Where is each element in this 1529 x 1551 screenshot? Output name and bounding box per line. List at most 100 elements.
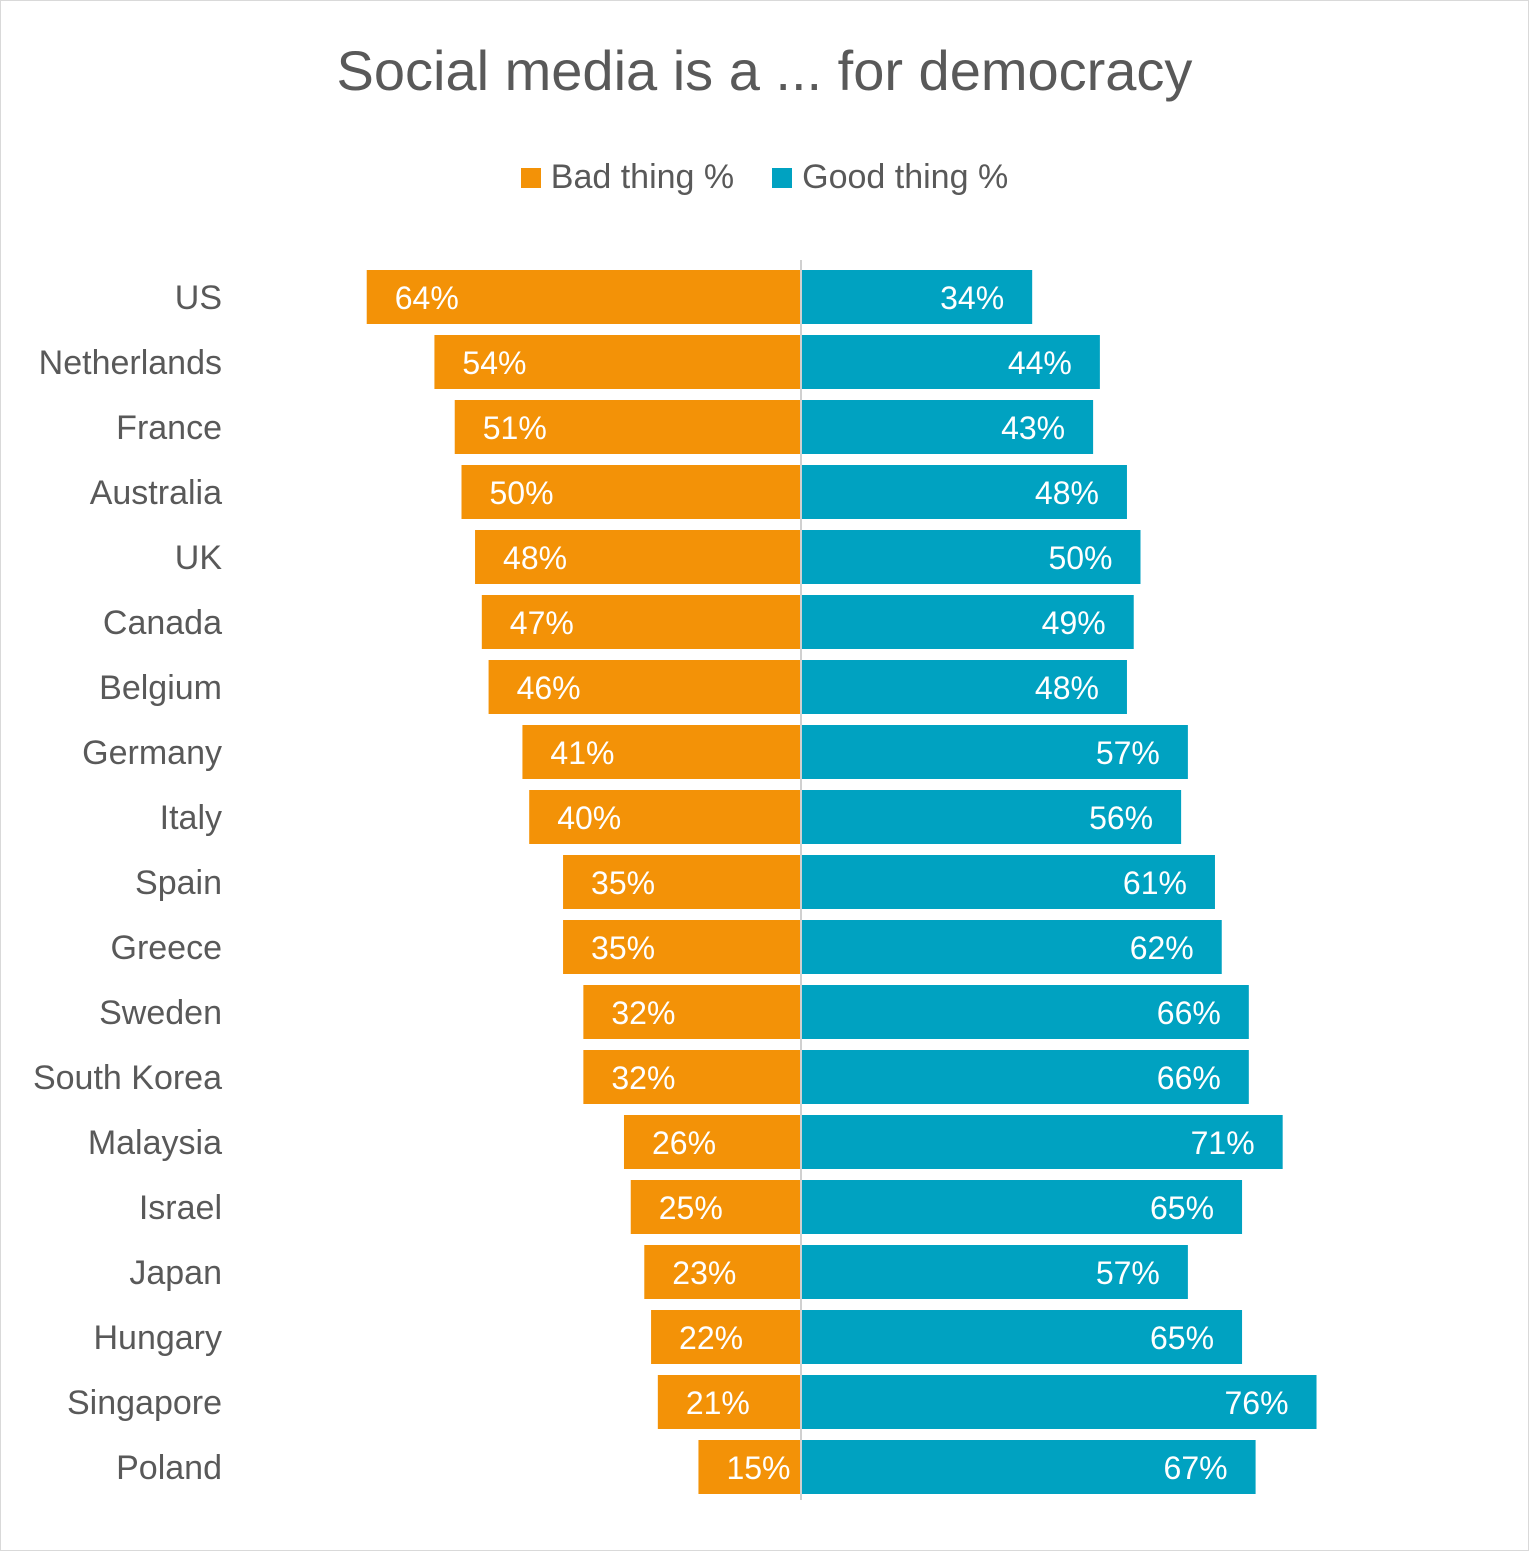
bar-bad: [454, 400, 800, 454]
category-label: South Korea: [33, 1059, 222, 1097]
bar-good: [802, 1245, 1188, 1299]
category-label: US: [175, 279, 222, 317]
data-label-bad: 48%: [503, 540, 567, 576]
bar-good: [802, 270, 1033, 324]
chart-title: Social media is a ... for democracy: [336, 39, 1193, 102]
data-label-good: 57%: [1096, 1255, 1160, 1291]
data-label-bad: 40%: [557, 800, 621, 836]
bar-bad: [522, 725, 800, 779]
bar-bad: [488, 660, 800, 714]
category-label: Germany: [82, 734, 222, 772]
category-label: Belgium: [99, 669, 222, 707]
legend-swatch-good: [772, 167, 793, 188]
data-label-bad: 64%: [395, 280, 459, 316]
bar-bad: [563, 855, 800, 909]
category-label: UK: [175, 539, 223, 577]
bar-bad: [644, 1245, 800, 1299]
data-label-good: 50%: [1048, 540, 1112, 576]
data-label-good: 76%: [1224, 1385, 1288, 1421]
data-label-good: 71%: [1191, 1125, 1255, 1161]
data-label-good: 48%: [1035, 475, 1099, 511]
data-label-good: 44%: [1008, 345, 1072, 381]
bar-bad: [657, 1375, 800, 1429]
bar-good: [802, 855, 1215, 909]
data-label-good: 66%: [1157, 1060, 1221, 1096]
category-label: Italy: [160, 799, 222, 837]
bar-good: [802, 725, 1188, 779]
legend: Bad thing % Good thing %: [0, 158, 1529, 197]
category-label: France: [116, 409, 222, 447]
bar-bad: [529, 790, 800, 844]
category-label: Hungary: [93, 1319, 222, 1357]
category-label: Sweden: [99, 994, 222, 1032]
category-label: Poland: [116, 1449, 222, 1487]
data-label-good: 67%: [1164, 1450, 1228, 1486]
bar-good: [802, 1375, 1317, 1429]
bar-good: [802, 920, 1222, 974]
bar-bad: [563, 920, 800, 974]
legend-item-bad: Bad thing %: [520, 158, 735, 197]
legend-item-good: Good thing %: [772, 158, 1008, 197]
data-label-bad: 15%: [726, 1450, 790, 1486]
data-label-good: 57%: [1096, 735, 1160, 771]
category-label: Singapore: [67, 1384, 222, 1422]
legend-swatch-bad: [520, 167, 541, 188]
bar-good: [802, 790, 1182, 844]
data-label-good: 65%: [1150, 1320, 1214, 1356]
data-label-bad: 41%: [550, 735, 614, 771]
data-label-bad: 26%: [652, 1125, 716, 1161]
bar-bad: [698, 1440, 800, 1494]
bar-bad: [481, 595, 800, 649]
category-label: Canada: [103, 604, 222, 642]
bar-bad: [630, 1180, 800, 1234]
data-label-bad: 21%: [686, 1385, 750, 1421]
data-label-bad: 35%: [591, 930, 655, 966]
data-label-bad: 23%: [672, 1255, 736, 1291]
data-label-bad: 25%: [659, 1190, 723, 1226]
category-label: Spain: [135, 864, 222, 902]
bar-bad: [475, 530, 800, 584]
data-label-good: 34%: [940, 280, 1004, 316]
legend-label-bad: Bad thing %: [550, 158, 735, 196]
bar-good: [802, 1180, 1243, 1234]
category-label: Malaysia: [88, 1124, 222, 1162]
bar-good: [802, 400, 1094, 454]
category-label: Israel: [139, 1189, 222, 1227]
bar-good: [802, 1115, 1283, 1169]
bar-good: [802, 985, 1249, 1039]
bar-bad: [366, 270, 800, 324]
bar-good: [802, 1050, 1249, 1104]
data-label-bad: 46%: [517, 670, 581, 706]
bar-bad: [461, 465, 800, 519]
data-label-good: 62%: [1130, 930, 1194, 966]
bar-good: [802, 530, 1141, 584]
data-label-good: 49%: [1042, 605, 1106, 641]
bar-bad: [583, 1050, 800, 1104]
bar-good: [802, 1440, 1256, 1494]
data-label-good: 65%: [1150, 1190, 1214, 1226]
legend-label-good: Good thing %: [802, 158, 1009, 196]
data-label-good: 66%: [1157, 995, 1221, 1031]
data-label-bad: 51%: [483, 410, 547, 446]
bar-good: [802, 1310, 1243, 1364]
data-label-good: 43%: [1001, 410, 1065, 446]
category-label: Greece: [111, 929, 223, 967]
bar-good: [802, 595, 1134, 649]
data-label-bad: 32%: [611, 1060, 675, 1096]
data-label-bad: 47%: [510, 605, 574, 641]
data-label-bad: 22%: [679, 1320, 743, 1356]
data-label-good: 61%: [1123, 865, 1187, 901]
data-label-bad: 50%: [490, 475, 554, 511]
bar-bad: [434, 335, 800, 389]
bar-good: [802, 660, 1127, 714]
category-label: Australia: [90, 474, 222, 512]
category-label: Japan: [129, 1254, 222, 1292]
bar-bad: [583, 985, 800, 1039]
bar-bad: [623, 1115, 800, 1169]
category-label: Netherlands: [39, 344, 222, 382]
bar-good: [802, 335, 1100, 389]
data-label-bad: 32%: [611, 995, 675, 1031]
data-label-bad: 35%: [591, 865, 655, 901]
data-label-good: 48%: [1035, 670, 1099, 706]
